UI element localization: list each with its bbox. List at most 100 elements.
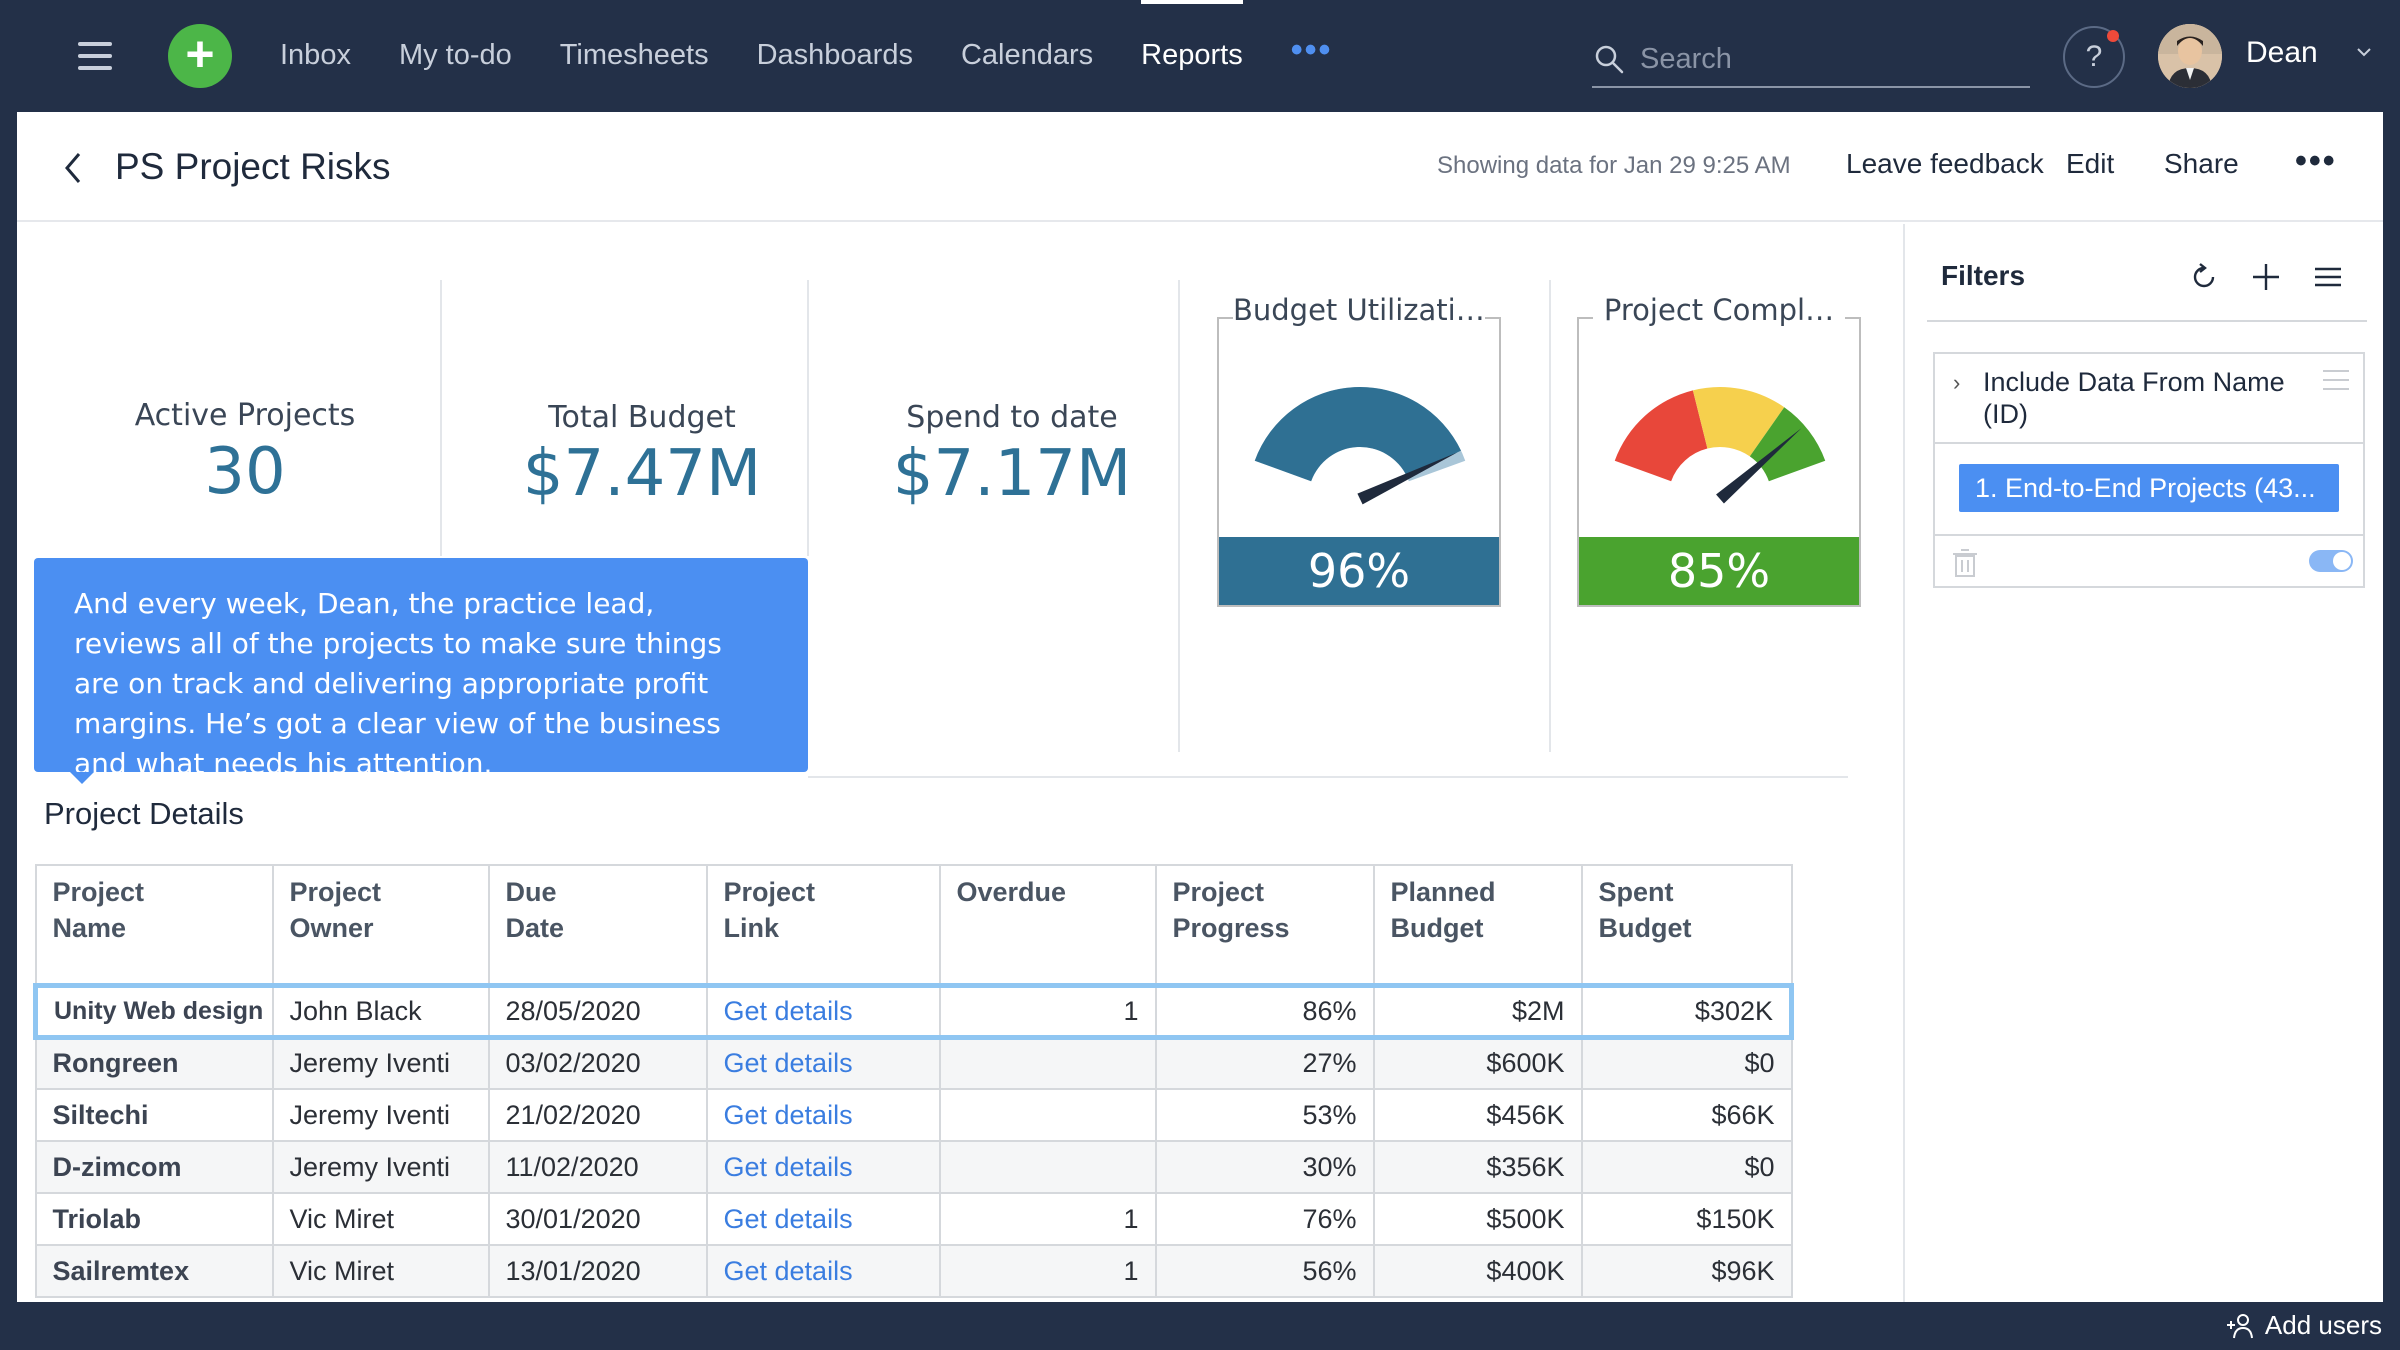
kpi-label: Spend to date	[906, 400, 1118, 435]
nav-timesheets[interactable]: Timesheets	[559, 39, 709, 71]
column-header[interactable]: Project Progress	[1154, 864, 1375, 986]
filters-title: Filters	[1941, 260, 2026, 291]
trash-icon[interactable]	[1951, 548, 1979, 578]
divider	[1549, 280, 1551, 752]
filter-item-footer	[1935, 534, 2363, 586]
get-details-link[interactable]: Get details	[723, 995, 853, 1026]
project-name: Siltechi	[34, 1088, 274, 1142]
due-date: 21/02/2020	[487, 1088, 708, 1142]
nav-more-icon[interactable]: •••	[1290, 30, 1333, 69]
reset-icon[interactable]	[2187, 260, 2221, 294]
kpi-label: Total Budget	[548, 400, 736, 435]
planned-budget: $356K	[1372, 1140, 1583, 1194]
divider	[808, 776, 1848, 778]
table-row[interactable]: D-zimcom Jeremy Iventi 11/02/2020 Get de…	[34, 1140, 1793, 1194]
add-users-label: Add users	[2264, 1310, 2382, 1340]
kpi-total-budget: Total Budget $7.47M	[457, 400, 827, 511]
project-details-table: Project Name Project Owner Due Date Proj…	[33, 864, 1794, 1298]
filter-toggle[interactable]	[2309, 550, 2353, 572]
add-filter-icon[interactable]	[2249, 260, 2283, 294]
chevron-down-icon[interactable]	[2356, 44, 2372, 60]
project-name: Triolab	[34, 1192, 274, 1246]
column-header[interactable]: Project Link	[705, 864, 941, 986]
spent-budget: $0	[1580, 1036, 1793, 1090]
get-details-link[interactable]: Get details	[723, 1203, 853, 1234]
table-row[interactable]: Triolab Vic Miret 30/01/2020 Get details…	[34, 1192, 1793, 1246]
column-header[interactable]: Project Name	[34, 864, 274, 986]
kpi-value: $7.47M	[522, 437, 762, 511]
get-details-link[interactable]: Get details	[723, 1151, 853, 1182]
project-owner: Vic Miret	[271, 1192, 490, 1246]
divider	[1927, 320, 2367, 322]
kpi-label: Active Projects	[134, 398, 356, 433]
list-menu-icon[interactable]	[2311, 260, 2345, 294]
main-nav: Inbox My to-do Timesheets Dashboards Cal…	[280, 0, 1332, 110]
user-name[interactable]: Dean	[2246, 36, 2318, 69]
tour-callout[interactable]: And every week, Dean, the practice lead,…	[34, 558, 808, 784]
more-options-icon[interactable]: •••	[2295, 142, 2337, 180]
filter-value-chip[interactable]: 1. End-to-End Projects (43...	[1959, 464, 2339, 512]
table-row[interactable]: Unity Web design John Black 28/05/2020 G…	[33, 982, 1794, 1040]
column-header[interactable]: Due Date	[487, 864, 708, 986]
gauge-project-completion: Project Compl… 85%	[1577, 293, 1861, 607]
page-header: PS Project Risks Showing data for Jan 29…	[17, 112, 2383, 222]
filter-item-header[interactable]: › Include Data From Name (ID)	[1935, 354, 2363, 444]
project-progress: 76%	[1154, 1192, 1375, 1246]
edit-button[interactable]: Edit	[2066, 148, 2115, 179]
overdue-count: 1	[938, 1192, 1157, 1246]
project-name: Unity Web design	[33, 982, 274, 1040]
table-row[interactable]: Siltechi Jeremy Iventi 21/02/2020 Get de…	[34, 1088, 1793, 1142]
get-details-link[interactable]: Get details	[723, 1048, 853, 1079]
column-header[interactable]: Planned Budget	[1372, 864, 1583, 986]
gauge-title: Budget Utilization	[1233, 293, 1485, 327]
planned-budget: $400K	[1372, 1244, 1583, 1298]
spent-budget: $96K	[1580, 1244, 1793, 1298]
divider	[440, 280, 442, 556]
overdue-count	[938, 1140, 1157, 1194]
leave-feedback-button[interactable]: Leave feedback	[1846, 148, 2044, 179]
kpi-value: $7.17M	[892, 437, 1132, 511]
spent-budget: $302K	[1580, 982, 1794, 1040]
nav-reports[interactable]: Reports	[1141, 0, 1243, 110]
column-header[interactable]: Overdue	[938, 864, 1157, 986]
search-box	[1592, 32, 2030, 88]
project-progress: 27%	[1154, 1036, 1375, 1090]
project-name: Rongreen	[34, 1036, 274, 1090]
get-details-link[interactable]: Get details	[723, 1255, 853, 1286]
back-arrow-icon[interactable]	[59, 150, 89, 186]
search-icon	[1595, 45, 1624, 74]
table-row[interactable]: Rongreen Jeremy Iventi 03/02/2020 Get de…	[34, 1036, 1793, 1090]
share-button[interactable]: Share	[2164, 148, 2239, 179]
chevron-right-icon[interactable]: ›	[1953, 370, 1961, 395]
column-header[interactable]: Spent Budget	[1580, 864, 1793, 986]
filter-item: › Include Data From Name (ID) 1. End-to-…	[1933, 352, 2365, 588]
nav-calendars[interactable]: Calendars	[960, 39, 1094, 71]
kpi-active-projects: Active Projects 30	[87, 398, 403, 509]
search-input[interactable]	[1640, 42, 2030, 76]
planned-budget: $600K	[1372, 1036, 1583, 1090]
page-title: PS Project Risks	[115, 146, 391, 187]
project-progress: 30%	[1154, 1140, 1375, 1194]
divider	[807, 280, 809, 556]
add-users-button[interactable]: Add users	[2225, 1310, 2382, 1341]
add-new-button[interactable]: +	[168, 24, 232, 88]
avatar[interactable]	[2158, 24, 2222, 88]
due-date: 13/01/2020	[487, 1244, 708, 1298]
gauge-dial	[1254, 386, 1466, 505]
notification-dot	[2107, 30, 2119, 42]
nav-inbox[interactable]: Inbox	[280, 39, 351, 71]
drag-handle-icon[interactable]	[2323, 370, 2349, 390]
table-row[interactable]: Sailremtex Vic Miret 13/01/2020 Get deta…	[34, 1244, 1793, 1298]
menu-icon[interactable]	[78, 42, 112, 70]
table-header-row: Project Name Project Owner Due Date Proj…	[34, 864, 1793, 986]
gauge-value: 96%	[1219, 537, 1499, 605]
get-details-link[interactable]: Get details	[723, 1099, 853, 1130]
nav-my-to-do[interactable]: My to-do	[398, 39, 512, 71]
avatar-image	[2158, 24, 2222, 88]
project-name: D-zimcom	[34, 1140, 274, 1194]
column-header[interactable]: Project Owner	[271, 864, 490, 986]
overdue-count	[938, 1088, 1157, 1142]
project-owner: Jeremy Iventi	[271, 1140, 490, 1194]
nav-dashboards[interactable]: Dashboards	[756, 39, 913, 71]
help-button[interactable]: ?	[2063, 26, 2125, 88]
